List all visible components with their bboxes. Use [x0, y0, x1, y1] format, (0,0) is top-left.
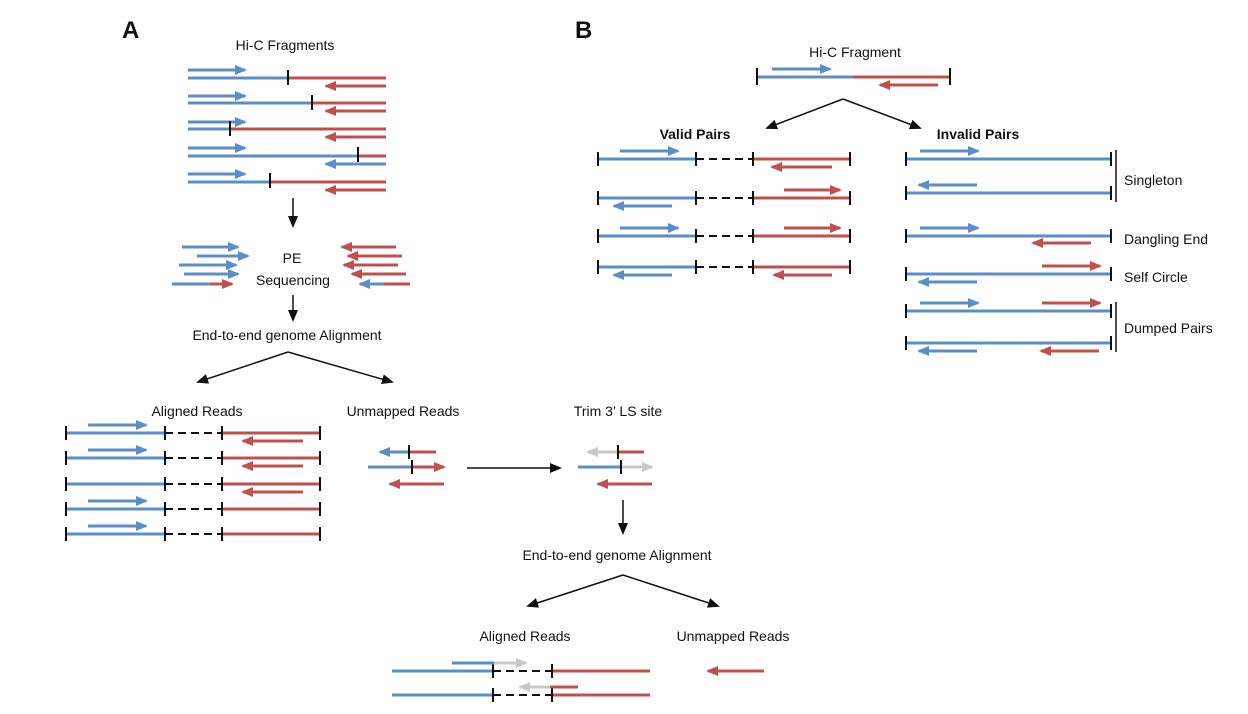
sequencing-label: Sequencing: [256, 272, 330, 288]
branch-arrow-right-1: [287, 351, 394, 385]
unmapped-reads-label: Unmapped Reads: [347, 403, 460, 419]
invalid-pairs-label: Invalid Pairs: [937, 126, 1020, 142]
singleton-label: Singleton: [1124, 172, 1182, 188]
unmapped-reads-group: [368, 445, 446, 489]
valid-pairs-stack: [597, 146, 851, 280]
unmapped-reads-label-2: Unmapped Reads: [677, 628, 790, 644]
branch-arrow-right-b: [842, 98, 922, 130]
pe-reads-right: [340, 242, 410, 289]
alignment-label-2: End-to-end genome Alignment: [522, 547, 711, 563]
valid-pairs-label: Valid Pairs: [660, 126, 731, 142]
aligned-reads-stack: [65, 420, 321, 541]
pe-label: PE: [283, 250, 302, 266]
hic-fragments-title: Hi-C Fragments: [236, 37, 335, 53]
trim-label: Trim 3’ LS site: [574, 403, 663, 419]
realigned-reads-group: [392, 658, 650, 702]
pe-reads-left: [172, 242, 250, 289]
branch-arrow-left-b: [765, 98, 844, 130]
dumped-pairs-label: Dumped Pairs: [1124, 320, 1213, 336]
invalid-pairs-stack: [905, 146, 1112, 356]
aligned-reads-label-2: Aligned Reads: [479, 628, 570, 644]
hic-fragment-title: Hi-C Fragment: [809, 44, 901, 60]
hic-fragment-b: [756, 64, 951, 90]
hic-fragment-stack: [188, 65, 386, 195]
aligned-reads-label: Aligned Reads: [151, 403, 242, 419]
self-circle-label: Self Circle: [1124, 269, 1188, 285]
branch-arrow-right-2: [622, 574, 720, 608]
dangling-end-label: Dangling End: [1124, 231, 1208, 247]
panel-b-letter: B: [575, 17, 592, 44]
branch-arrow-left-2: [526, 574, 624, 608]
branch-arrow-left-1: [196, 351, 289, 384]
trimmed-reads-group: [578, 445, 654, 489]
alignment-label-1: End-to-end genome Alignment: [192, 327, 381, 343]
panel-a-letter: A: [122, 17, 139, 44]
